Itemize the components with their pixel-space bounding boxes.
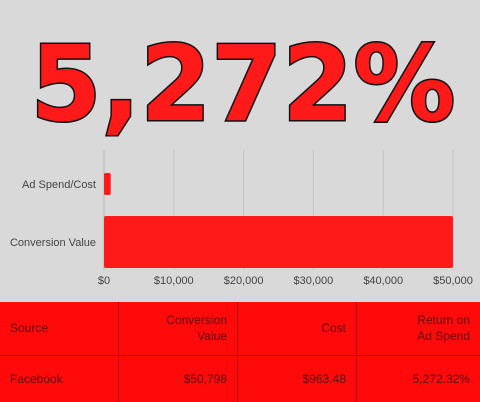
bar bbox=[104, 216, 453, 268]
header-cost: Cost bbox=[237, 302, 357, 356]
bar bbox=[104, 173, 111, 195]
x-tick-label: $40,000 bbox=[363, 275, 403, 287]
x-tick-label: $50,000 bbox=[433, 275, 473, 287]
header-conversion-value: Conversion Value bbox=[118, 302, 238, 356]
table-header-row: Source Conversion Value Cost Return on A… bbox=[0, 302, 480, 356]
x-tick-label: $20,000 bbox=[224, 275, 264, 287]
bar-chart: $0 $10,000 $20,000 $30,000 $40,000 $50,000 Ad … bbox=[10, 150, 473, 287]
headline: 5,272% bbox=[29, 22, 457, 143]
cell-return-on-ad-spend: 5,272.32% bbox=[412, 371, 470, 386]
cell-conversion-value: $50,798 bbox=[118, 355, 238, 402]
cell-cost: $963.48 bbox=[237, 355, 357, 402]
header-source: Source bbox=[0, 302, 119, 356]
header-return-on-ad-spend: Return on Ad Spend bbox=[356, 302, 480, 356]
x-tick-label: $0 bbox=[98, 275, 110, 287]
results-table: Source Conversion Value Cost Return on A… bbox=[0, 302, 480, 402]
table-row: Facebook $50,798 $963.48 5,272.32% bbox=[0, 355, 480, 402]
category-label: Ad Spend/Cost bbox=[22, 179, 96, 191]
cell-source: Facebook bbox=[0, 355, 119, 402]
category-label: Conversion Value bbox=[10, 237, 96, 249]
headline-percentage: 5,272% bbox=[31, 23, 456, 142]
x-tick-label: $10,000 bbox=[154, 275, 194, 287]
x-tick-label: $30,000 bbox=[294, 275, 334, 287]
